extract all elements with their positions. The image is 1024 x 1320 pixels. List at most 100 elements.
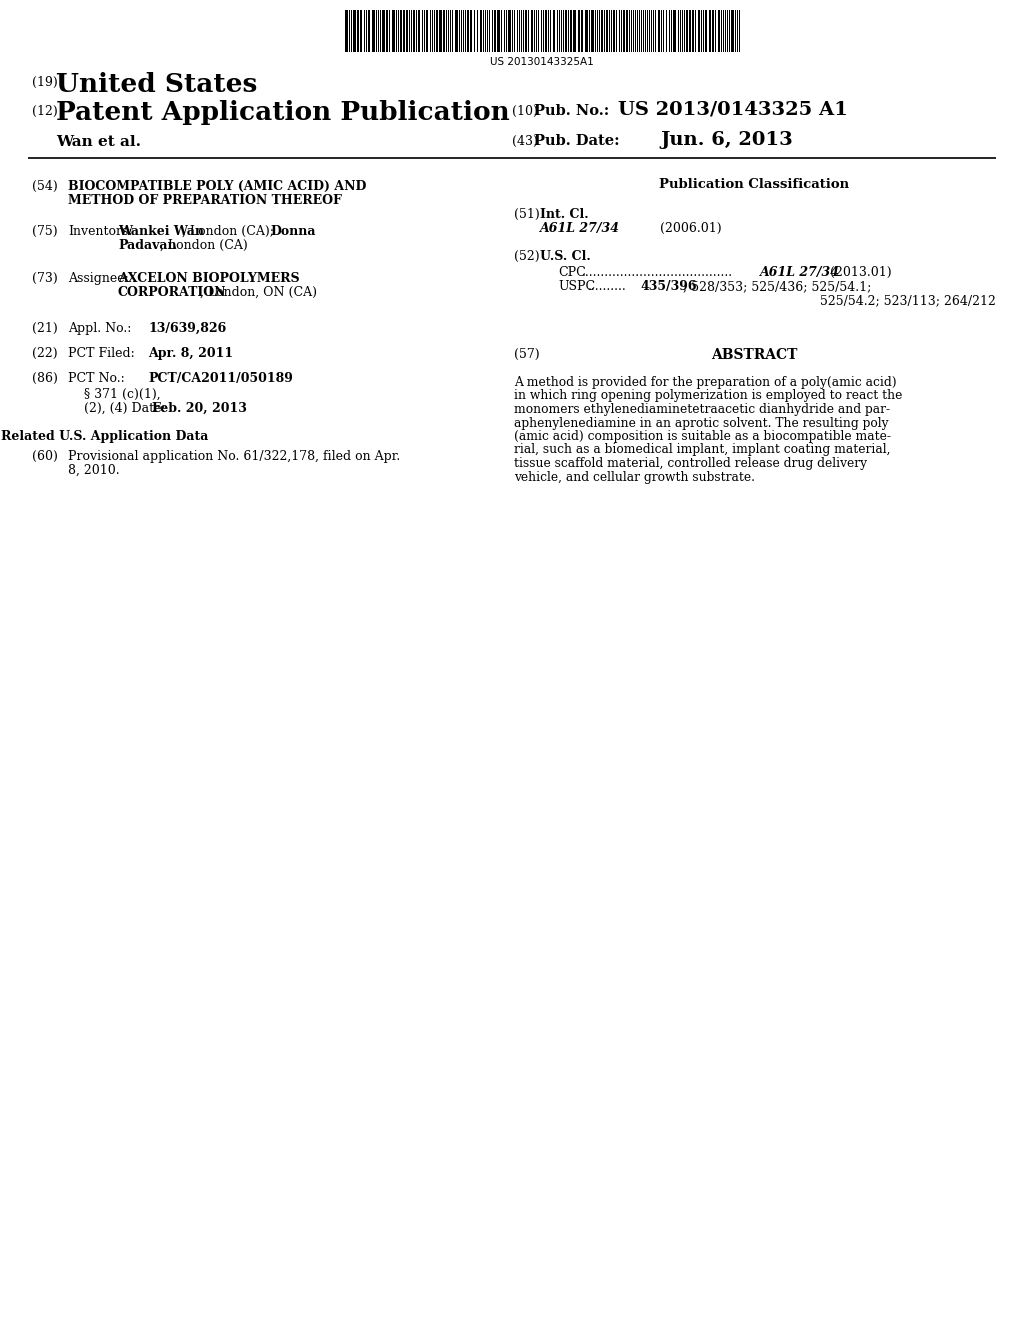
Bar — [372, 11, 375, 51]
Text: A61L 27/34: A61L 27/34 — [540, 222, 620, 235]
Bar — [418, 11, 420, 51]
Text: .......................................: ....................................... — [582, 267, 733, 279]
Text: aphenylenediamine in an aprotic solvent. The resulting poly: aphenylenediamine in an aprotic solvent.… — [514, 417, 889, 429]
Bar — [413, 11, 415, 51]
Text: US 2013/0143325 A1: US 2013/0143325 A1 — [618, 102, 848, 119]
Bar — [403, 11, 406, 51]
Bar — [673, 11, 676, 51]
Text: Int. Cl.: Int. Cl. — [540, 209, 589, 220]
Text: rial, such as a biomedical implant, implant coating material,: rial, such as a biomedical implant, impl… — [514, 444, 891, 457]
Text: (2), (4) Date:: (2), (4) Date: — [84, 403, 166, 414]
Text: (51): (51) — [514, 209, 540, 220]
Text: United States: United States — [56, 73, 257, 96]
Bar — [360, 11, 362, 51]
Bar — [345, 11, 348, 51]
Bar — [626, 11, 628, 51]
Bar — [436, 11, 438, 51]
Bar — [570, 11, 572, 51]
Text: Wan et al.: Wan et al. — [56, 135, 141, 149]
Text: AXCELON BIOPOLYMERS: AXCELON BIOPOLYMERS — [118, 272, 300, 285]
Bar — [581, 11, 583, 51]
Bar — [406, 11, 408, 51]
Text: Wankei Wan: Wankei Wan — [118, 224, 204, 238]
Bar — [686, 11, 688, 51]
Bar — [353, 11, 356, 51]
Text: (73): (73) — [32, 272, 57, 285]
Text: Provisional application No. 61/322,178, filed on Apr.: Provisional application No. 61/322,178, … — [68, 450, 400, 463]
Text: Padavan: Padavan — [118, 239, 176, 252]
Bar — [613, 11, 615, 51]
Text: Apr. 8, 2011: Apr. 8, 2011 — [148, 347, 233, 360]
Text: Feb. 20, 2013: Feb. 20, 2013 — [152, 403, 247, 414]
Text: in which ring opening polymerization is employed to react the: in which ring opening polymerization is … — [514, 389, 902, 403]
Text: A method is provided for the preparation of a poly(amic acid): A method is provided for the preparation… — [514, 376, 897, 389]
Text: BIOCOMPATIBLE POLY (AMIC ACID) AND: BIOCOMPATIBLE POLY (AMIC ACID) AND — [68, 180, 367, 193]
Text: (21): (21) — [32, 322, 57, 335]
Bar — [386, 11, 388, 51]
Bar — [712, 11, 714, 51]
Bar — [368, 11, 370, 51]
Bar — [494, 11, 496, 51]
Text: (86): (86) — [32, 372, 58, 385]
Bar — [525, 11, 527, 51]
Text: USPC: USPC — [558, 280, 595, 293]
Bar — [698, 11, 700, 51]
Text: ..........: .......... — [588, 280, 627, 293]
Bar — [553, 11, 555, 51]
Text: (52): (52) — [514, 249, 540, 263]
Text: (22): (22) — [32, 347, 57, 360]
Bar — [692, 11, 694, 51]
Text: PCT/CA2011/050189: PCT/CA2011/050189 — [148, 372, 293, 385]
Text: (12): (12) — [32, 106, 57, 117]
Text: (57): (57) — [514, 348, 540, 360]
Bar — [531, 11, 534, 51]
Bar — [578, 11, 580, 51]
Bar — [601, 11, 603, 51]
Bar — [689, 11, 691, 51]
Bar — [606, 11, 608, 51]
Text: Pub. No.:: Pub. No.: — [534, 104, 609, 117]
Text: Assignee:: Assignee: — [68, 272, 129, 285]
Text: CORPORATION: CORPORATION — [118, 286, 226, 300]
Text: ; 528/353; 525/436; 525/54.1;: ; 528/353; 525/436; 525/54.1; — [683, 280, 871, 293]
Bar — [382, 11, 385, 51]
Text: PCT Filed:: PCT Filed: — [68, 347, 135, 360]
Bar — [658, 11, 660, 51]
Text: Related U.S. Application Data: Related U.S. Application Data — [1, 430, 209, 444]
Text: (2006.01): (2006.01) — [660, 222, 722, 235]
Text: § 371 (c)(1),: § 371 (c)(1), — [84, 388, 161, 401]
Bar — [718, 11, 720, 51]
Bar — [705, 11, 707, 51]
Bar — [731, 11, 734, 51]
Bar — [467, 11, 469, 51]
Bar — [585, 11, 588, 51]
Bar — [439, 11, 442, 51]
Text: CPC: CPC — [558, 267, 586, 279]
Text: (43): (43) — [512, 135, 538, 148]
Text: tissue scaffold material, controlled release drug delivery: tissue scaffold material, controlled rel… — [514, 457, 867, 470]
Bar — [623, 11, 625, 51]
Text: (54): (54) — [32, 180, 57, 193]
Text: (75): (75) — [32, 224, 57, 238]
Text: 525/54.2; 523/113; 264/212: 525/54.2; 523/113; 264/212 — [820, 294, 996, 308]
Text: (10): (10) — [512, 106, 538, 117]
Bar — [455, 11, 458, 51]
Text: 8, 2010.: 8, 2010. — [68, 465, 120, 477]
Text: Appl. No.:: Appl. No.: — [68, 322, 131, 335]
Text: vehicle, and cellular growth substrate.: vehicle, and cellular growth substrate. — [514, 470, 755, 483]
Bar — [443, 11, 445, 51]
Bar — [392, 11, 395, 51]
Text: (amic acid) composition is suitable as a biocompatible mate-: (amic acid) composition is suitable as a… — [514, 430, 891, 444]
Text: Patent Application Publication: Patent Application Publication — [56, 100, 510, 125]
Text: Publication Classification: Publication Classification — [658, 178, 849, 191]
Text: Pub. Date:: Pub. Date: — [534, 135, 620, 148]
Text: ABSTRACT: ABSTRACT — [711, 348, 798, 362]
Text: , London, ON (CA): , London, ON (CA) — [200, 286, 317, 300]
Text: 435/396: 435/396 — [640, 280, 696, 293]
Bar — [565, 11, 567, 51]
Bar — [508, 11, 511, 51]
Text: A61L 27/34: A61L 27/34 — [760, 267, 840, 279]
Text: , London (CA): , London (CA) — [160, 239, 248, 252]
Bar — [470, 11, 472, 51]
Text: US 20130143325A1: US 20130143325A1 — [490, 57, 594, 67]
